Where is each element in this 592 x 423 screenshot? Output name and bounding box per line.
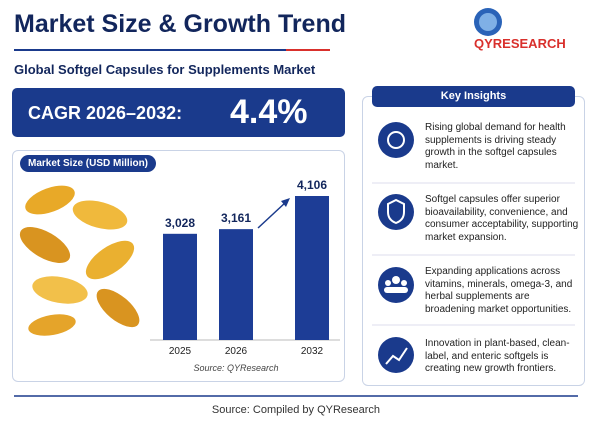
value-label: 3,028 (165, 216, 195, 230)
logo: QYRESEARCH (474, 36, 566, 51)
chart-source: Source: QYResearch (193, 363, 278, 373)
bar (219, 229, 253, 340)
value-label: 3,161 (221, 211, 251, 225)
cagr-label: CAGR 2026–2032: (28, 103, 183, 123)
x-tick-label: 2032 (301, 346, 324, 357)
subtitle: Global Softgel Capsules for Supplements … (14, 62, 316, 77)
capsules (19, 185, 140, 336)
cagr-value: 4.4% (230, 93, 308, 131)
chart-title: Market Size (USD Million) (20, 155, 157, 172)
bar (295, 196, 329, 340)
insights-title: Key Insights (372, 86, 575, 107)
x-tick-label: 2025 (169, 346, 192, 357)
title: Market Size & Growth Trend (14, 10, 347, 38)
x-tick-label: 2026 (225, 346, 248, 357)
value-label: 4,106 (297, 178, 327, 192)
bar (163, 233, 197, 340)
footer: Source: Compiled by QYResearch (211, 404, 381, 416)
chart-panel (12, 150, 345, 382)
insight: Softgel capsules offer superior bioavail… (425, 194, 579, 243)
cagr-box: CAGR 2026–2032: 4.4% (12, 88, 345, 137)
insight: Expanding applications across vitamins, … (425, 266, 573, 315)
insight: Innovation in plant-based, clean-label, … (425, 338, 570, 374)
insight: Rising global demand for health suppleme… (425, 122, 566, 171)
